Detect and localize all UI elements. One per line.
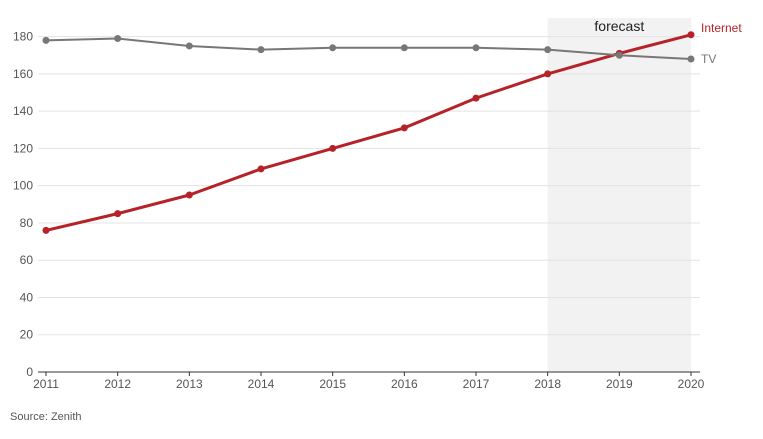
y-axis-ticks: 0 20 40 60 80 100 120 140 160 180 <box>13 30 33 379</box>
series-label-tv: TV <box>701 52 716 66</box>
series-line-internet <box>45 33 692 232</box>
series-label-internet: Internet <box>701 21 742 35</box>
forecast-annotation: forecast <box>594 18 644 34</box>
x-tick-label: 2013 <box>176 377 203 391</box>
data-point-internet <box>114 210 122 218</box>
data-point-tv <box>544 46 552 54</box>
x-tick-label: 2017 <box>463 377 490 391</box>
x-tick-label: 2019 <box>606 377 633 391</box>
y-tick-label: 160 <box>13 67 33 81</box>
x-tick-label: 2012 <box>104 377 131 391</box>
source-note: Source: Zenith <box>10 411 82 423</box>
data-point-tv <box>329 44 337 52</box>
data-point-tv <box>257 46 265 54</box>
x-tick-label: 2015 <box>319 377 346 391</box>
data-point-tv <box>185 42 193 50</box>
data-point-tv <box>687 55 695 63</box>
data-point-internet <box>687 31 695 39</box>
data-point-internet <box>42 226 50 234</box>
data-point-internet <box>329 144 337 152</box>
grid-lines <box>38 36 700 336</box>
x-tick-label: 2018 <box>534 377 561 391</box>
x-axis-ticks: 2011 2012 2013 2014 2015 2016 2017 2018 2019 2020 <box>33 372 705 391</box>
x-tick-label: 2014 <box>248 377 275 391</box>
data-point-tv <box>114 34 122 42</box>
y-tick-label: 180 <box>13 30 33 44</box>
data-point-tv <box>615 51 623 59</box>
x-tick-label: 2011 <box>33 377 59 391</box>
y-tick-label: 100 <box>13 179 33 193</box>
data-point-internet <box>185 191 193 199</box>
y-tick-label: 20 <box>20 328 34 342</box>
y-tick-label: 140 <box>13 104 33 118</box>
data-point-tv <box>42 36 50 44</box>
series-group: Internet TV <box>42 21 742 234</box>
y-tick-label: 80 <box>20 216 34 230</box>
forecast-band <box>547 18 691 372</box>
y-tick-label: 120 <box>13 141 33 155</box>
data-point-tv <box>472 44 480 52</box>
data-point-internet <box>257 165 265 173</box>
x-tick-label: 2020 <box>678 377 705 391</box>
data-point-internet <box>400 124 408 132</box>
data-point-tv <box>400 44 408 52</box>
series-line-tv <box>45 37 692 60</box>
data-point-internet <box>472 94 480 102</box>
x-tick-label: 2016 <box>391 377 418 391</box>
y-tick-label: 40 <box>20 290 34 304</box>
data-point-internet <box>544 70 552 78</box>
y-tick-label: 60 <box>20 253 34 267</box>
y-tick-label: 0 <box>26 365 33 379</box>
